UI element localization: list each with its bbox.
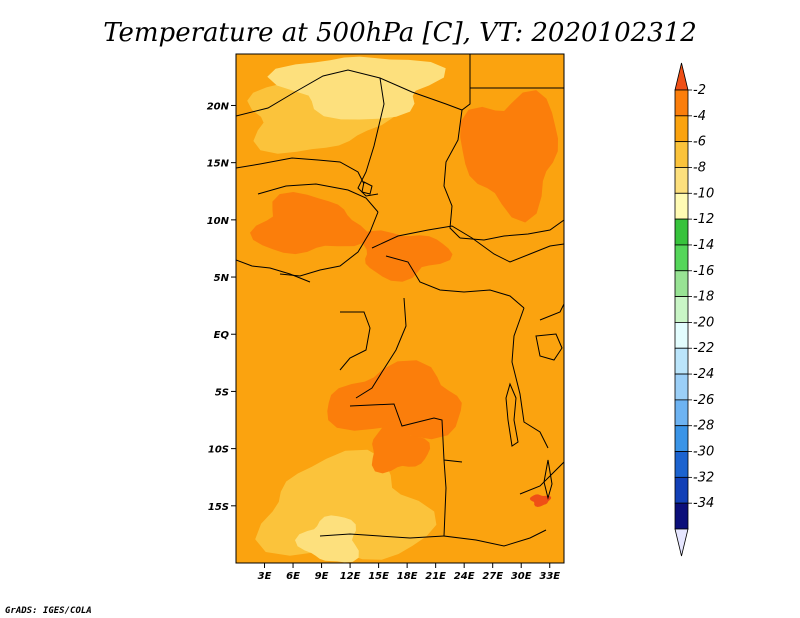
- border-gabon-congo: [339, 311, 371, 371]
- border-sudan-southsudan: [459, 219, 564, 241]
- colorbar-top-triangle: [674, 62, 689, 91]
- y-tick-label: EQ: [214, 330, 230, 341]
- colorbar-label: -12: [693, 212, 714, 227]
- field-region-southwest-cool: [295, 515, 359, 563]
- border-angola-zambia: [443, 459, 547, 547]
- field-region-angola-warm: [371, 421, 431, 474]
- border-car-drc: [385, 255, 525, 309]
- y-tick-label: 10N: [207, 216, 230, 227]
- colorbar-segment: [674, 218, 689, 246]
- x-tick-label: 21E: [425, 571, 446, 582]
- border-nigeria-north: [257, 183, 379, 213]
- colorbar-segment: [674, 451, 689, 478]
- border-nigeria-cameroon: [279, 211, 379, 277]
- colorbar-segment: [674, 425, 689, 452]
- colorbar-label: -6: [693, 135, 706, 150]
- chart-title: Temperature at 500hPa [C], VT: 202010231…: [103, 18, 697, 48]
- lake-tanganyika: [505, 382, 519, 447]
- x-tick-label: 12E: [340, 571, 361, 582]
- map-panel: 20N 15N 10N 5N EQ 5S 10S 15S 3E 6E 9E 12E 15E 18E 21E…: [207, 53, 565, 582]
- colorbar-segment: [674, 89, 689, 117]
- colorbar: -2 -4 -6 -8 -10 -12 -14 -16 -18 -20 -22 -24 -26 -28 -3…: [674, 62, 714, 557]
- x-tick-label: 27E: [482, 571, 503, 582]
- border-chad-sudan: [443, 109, 463, 239]
- colorbar-segment: [674, 476, 689, 504]
- colorbar-label: -10: [693, 186, 714, 201]
- field-region-sudan-warm: [460, 90, 558, 223]
- colorbar-label: -18: [693, 290, 714, 305]
- border-congo-drc: [355, 297, 407, 399]
- colorbar-label: -20: [693, 315, 714, 330]
- border-tanzania: [539, 303, 564, 321]
- colorbar-segment: [674, 399, 689, 427]
- colorbar-segment: [674, 244, 689, 272]
- colorbar-label: -30: [693, 445, 714, 460]
- colorbar-bottom-triangle: [674, 528, 689, 557]
- border-zambia-mozambique: [519, 461, 564, 495]
- border-angola-namibia: [319, 533, 445, 539]
- field-region-sahara-north-cool: [267, 56, 446, 120]
- country-borders: [236, 54, 564, 547]
- colorbar-label: -16: [693, 264, 714, 279]
- colorbar-label: -8: [693, 160, 706, 175]
- colorbar-segment: [674, 115, 689, 143]
- colorbar-label: -2: [693, 83, 706, 98]
- colorbar-segment: [674, 502, 689, 530]
- field-region-sahel-warm-west: [250, 192, 369, 255]
- colorbar-segment: [674, 167, 689, 194]
- x-tick-label: 3E: [258, 571, 272, 582]
- colorbar-label: -4: [693, 109, 706, 124]
- field-region-south-mid: [255, 449, 437, 560]
- colorbar-label: -28: [693, 419, 714, 434]
- colorbar-segment: [674, 373, 689, 401]
- colorbar-label: -32: [693, 470, 714, 485]
- x-tick-label: 9E: [315, 571, 329, 582]
- credit-label: GrADS: IGES/COLA: [5, 606, 92, 616]
- colorbar-label: -34: [693, 496, 714, 511]
- colorbar-label: -24: [693, 367, 714, 382]
- x-tick-label: 24E: [454, 571, 475, 582]
- y-tick-label: 15N: [207, 159, 230, 170]
- y-tick-label: 5N: [214, 273, 230, 284]
- colorbar-segment: [674, 192, 689, 220]
- border-libya-chad: [357, 77, 385, 197]
- colorbar-segment: [674, 296, 689, 323]
- y-tick-label: 10S: [208, 445, 229, 456]
- colorbar-segment: [674, 347, 689, 375]
- x-tick-label: 33E: [539, 571, 560, 582]
- border-car-south: [371, 225, 564, 263]
- colorbar-label: -26: [693, 393, 714, 408]
- field-region-mozambique-hot: [529, 494, 552, 507]
- y-tick-label: 20N: [207, 101, 230, 112]
- x-tick-label: 15E: [368, 571, 389, 582]
- y-tick-label: 5S: [215, 387, 229, 398]
- x-tick-label: 30E: [511, 571, 532, 582]
- lake-malawi: [543, 459, 553, 500]
- x-tick-label: 6E: [286, 571, 300, 582]
- colorbar-segment: [674, 322, 689, 349]
- lake-victoria: [535, 333, 563, 361]
- field-region-central-african-warm: [361, 230, 453, 282]
- x-tick-label: 18E: [397, 571, 418, 582]
- temperature-field: [236, 54, 564, 563]
- map-frame: [235, 53, 565, 564]
- border-drc-east: [511, 307, 549, 449]
- y-tick-label: 15S: [208, 502, 229, 513]
- border-coast-west: [236, 259, 311, 283]
- colorbar-label: -22: [693, 341, 714, 356]
- lake-chad: [361, 181, 373, 195]
- colorbar-segment: [674, 141, 689, 168]
- colorbar-segment: [674, 270, 689, 297]
- border-sahel-south: [236, 157, 365, 185]
- colorbar-label: -14: [693, 238, 714, 253]
